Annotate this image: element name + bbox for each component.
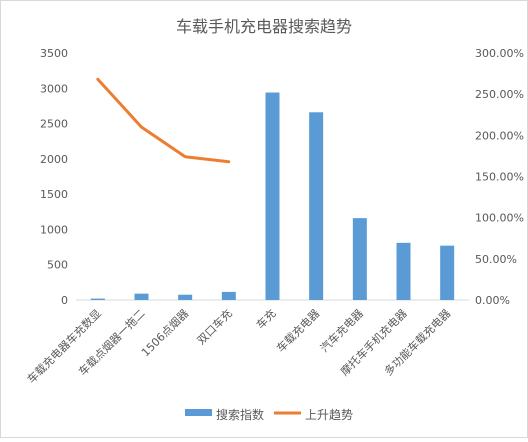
chart-title: 车载手机充电器搜索趋势 [176,17,352,36]
bar [265,92,280,301]
bar [134,293,149,300]
category-label: 1506点烟器 [138,306,191,359]
category-label: 车载充电器 [273,306,322,355]
bar [352,218,367,300]
right-tick-label: 50.00% [475,253,517,266]
legend-swatch-bar [185,409,212,416]
category-label: 车载充电器车充数显 [24,306,104,386]
bar [440,245,455,300]
trend-line [96,77,231,164]
bar [178,294,193,300]
legend-label-line: 上升趋势 [305,408,353,422]
line-series [96,77,231,164]
left-tick-label: 2500 [40,118,68,131]
right-tick-label: 0.00% [475,294,510,307]
bar [309,112,324,300]
right-tick-label: 150.00% [475,171,524,184]
bar-series [90,92,455,301]
bar [90,298,105,300]
left-tick-label: 1000 [40,223,68,236]
category-label: 车充 [253,306,278,331]
right-tick-label: 200.00% [475,129,524,142]
left-axis: 0 500 1000 1500 2000 2500 3000 3500 [40,47,68,307]
right-tick-label: 250.00% [475,88,524,101]
bar [396,242,411,300]
left-tick-label: 1500 [40,188,68,201]
left-tick-label: 3500 [40,47,68,60]
left-tick-label: 3000 [40,82,68,95]
left-tick-label: 0 [61,294,68,307]
left-tick-label: 500 [47,259,68,272]
left-tick-label: 2000 [40,153,68,166]
bar [221,291,236,300]
category-label: 双口车充 [194,306,235,347]
right-tick-label: 100.00% [475,212,524,225]
right-axis: 0.00% 50.00% 100.00% 150.00% 200.00% 250.00% 3… [475,47,524,307]
legend-label-bar: 搜索指数 [216,407,264,422]
right-tick-label: 300.00% [475,47,524,60]
legend: 搜索指数 上升趋势 [185,407,353,422]
